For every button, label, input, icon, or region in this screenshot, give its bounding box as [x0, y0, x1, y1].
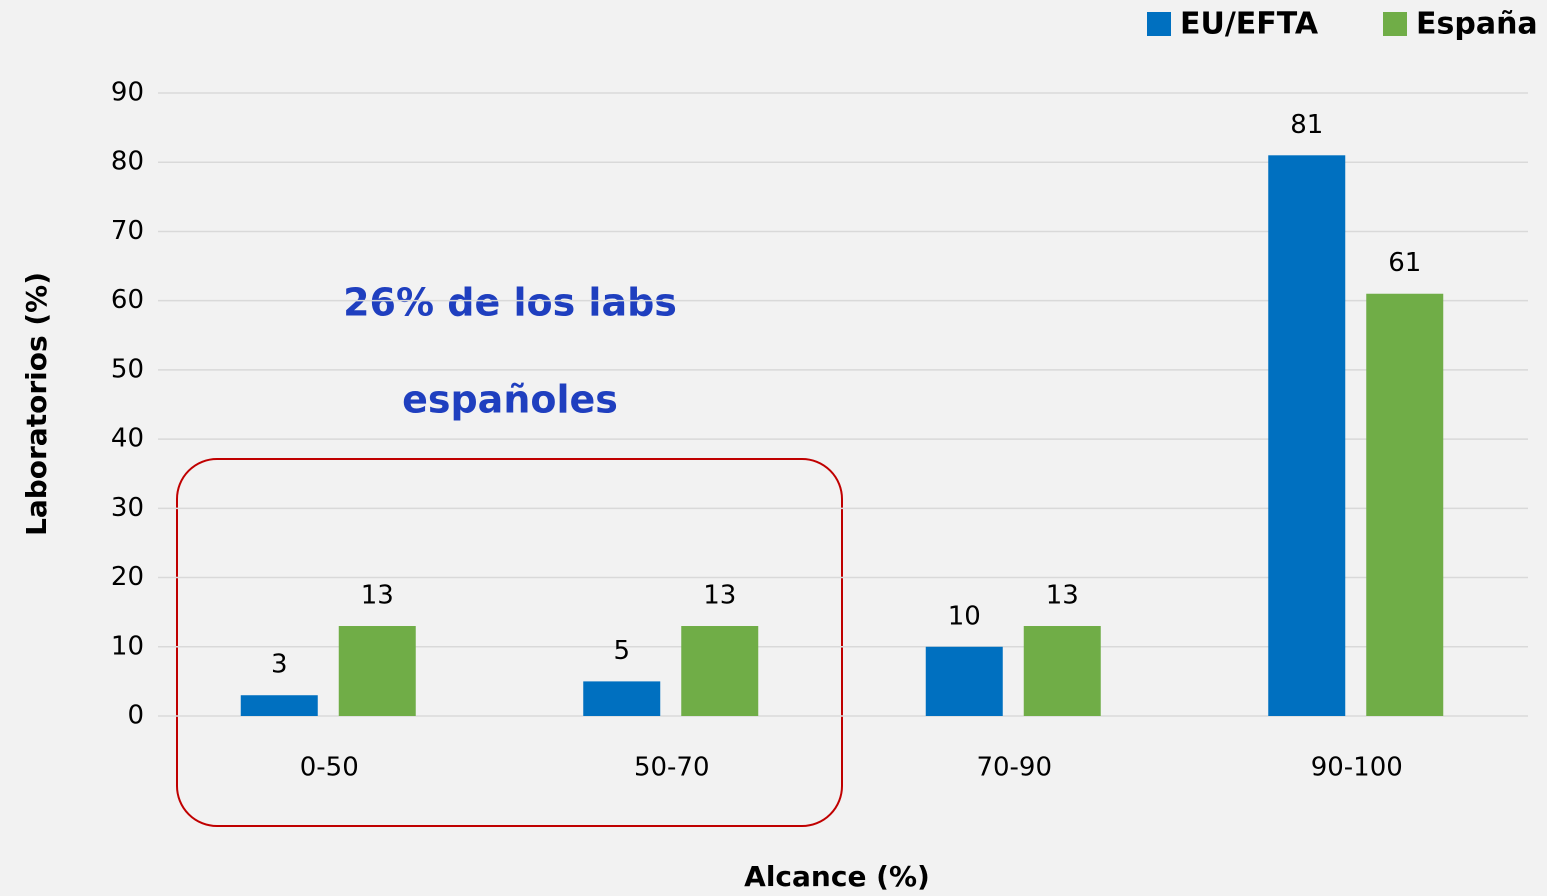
data-label: 5: [613, 636, 630, 666]
bar: [1023, 626, 1101, 716]
data-label: 3: [271, 650, 288, 680]
data-label: 13: [361, 581, 394, 611]
x-tick-label: 90-100: [1311, 753, 1403, 783]
legend-label: EU/EFTA: [1180, 7, 1319, 42]
legend-label: España: [1416, 7, 1538, 42]
highlight-box: [176, 458, 843, 827]
y-axis-title: Laboratorios (%): [20, 272, 53, 536]
data-label: 13: [1046, 581, 1079, 611]
legend-swatch: [1383, 12, 1407, 36]
data-label: 81: [1290, 110, 1323, 140]
x-tick-label: 50-70: [634, 753, 710, 783]
y-tick-label: 30: [111, 493, 144, 523]
bar: [338, 626, 416, 716]
y-tick-label: 0: [127, 701, 144, 731]
bar: [583, 681, 661, 716]
x-tick-label: 70-90: [976, 753, 1052, 783]
y-tick-label: 40: [111, 424, 144, 454]
bar: [240, 695, 318, 716]
bar: [1268, 155, 1346, 717]
bar: [1366, 293, 1444, 716]
y-tick-label: 90: [111, 78, 144, 108]
y-tick-label: 70: [111, 216, 144, 246]
legend-swatch: [1147, 12, 1171, 36]
y-tick-label: 80: [111, 147, 144, 177]
y-tick-label: 20: [111, 562, 144, 592]
bar: [681, 626, 759, 716]
y-tick-label: 60: [111, 285, 144, 315]
data-label: 61: [1388, 248, 1421, 278]
y-tick-label: 50: [111, 354, 144, 384]
annotation: españoles: [402, 378, 618, 422]
data-label: 10: [948, 601, 981, 631]
annotation: 26% de los labs: [343, 281, 677, 325]
x-tick-label: 0-50: [300, 753, 359, 783]
bar: [925, 646, 1003, 716]
x-axis-title: Alcance (%): [744, 860, 930, 893]
data-label: 13: [703, 581, 736, 611]
y-tick-label: 10: [111, 631, 144, 661]
